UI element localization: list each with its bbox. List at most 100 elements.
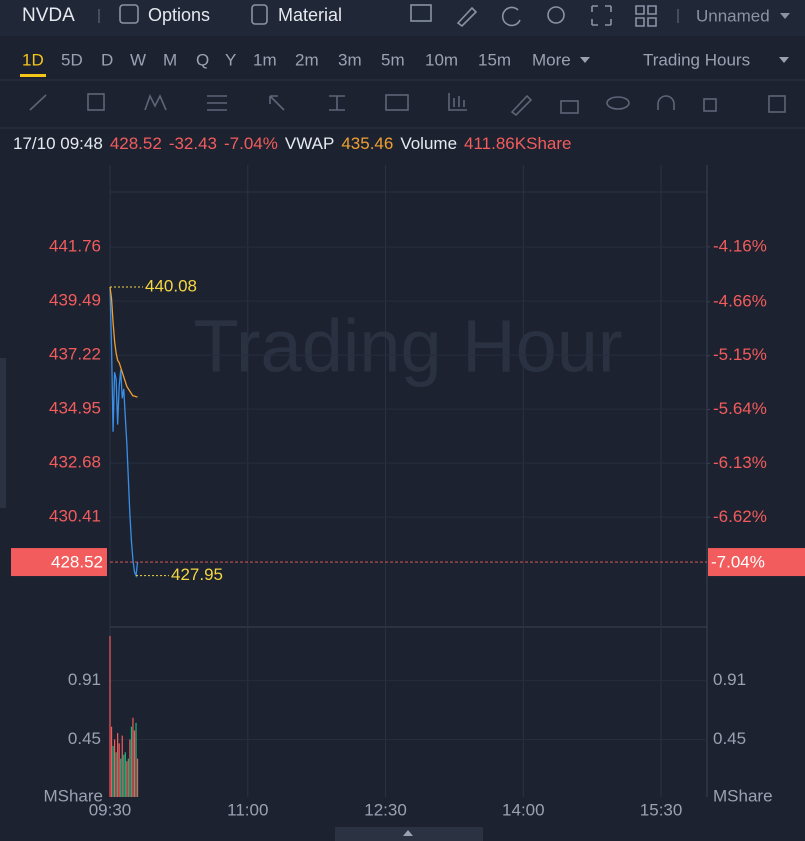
interval-button[interactable]: 15m (478, 50, 511, 69)
y-tick-label: 437.22 (49, 345, 101, 364)
quote-line: 17/10 09:48 428.52 -32.43 -7.04% VWAP 435.46 V… (13, 134, 571, 153)
rect-tool[interactable] (87, 93, 105, 111)
interval-button[interactable]: 2m (295, 50, 319, 69)
interval-button[interactable]: More (532, 50, 571, 69)
arrow-tool[interactable] (269, 95, 285, 111)
y2-tick-label: -6.13% (713, 453, 767, 472)
lock-tool[interactable] (560, 100, 579, 114)
text-tool[interactable] (329, 95, 345, 111)
volume-bar (110, 726, 113, 797)
session-select[interactable]: Trading Hours (643, 50, 750, 69)
watermark: Trading Hour (193, 305, 622, 388)
line-tool[interactable] (29, 94, 47, 111)
layout-name[interactable]: Unnamed (696, 6, 770, 25)
layout-icon[interactable] (635, 5, 657, 27)
material-button[interactable]: Material (278, 5, 342, 25)
interval-button[interactable]: Y (225, 50, 236, 69)
measure-tool[interactable] (448, 93, 467, 111)
active-underline (20, 74, 46, 77)
y2-tick-label: -4.16% (713, 236, 767, 255)
fib-tool[interactable] (207, 95, 227, 111)
fullscreen-icon[interactable] (591, 5, 612, 26)
vwap-label: VWAP (285, 134, 334, 153)
quote-time: 17/10 09:48 (13, 134, 103, 153)
volume-bar (113, 739, 116, 797)
volume-bar (133, 730, 136, 797)
volume-bar (123, 754, 125, 797)
interval-bar: 1D 5D D W M Q Y 1m 2m 3m 5m 10m 15m More (20, 50, 590, 77)
y2-tick-label: -4.66% (713, 291, 767, 310)
y2-tick-label: -5.15% (713, 345, 767, 364)
interval-button[interactable]: Q (196, 50, 209, 69)
interval-button[interactable]: W (130, 50, 146, 69)
label-tool[interactable] (385, 94, 409, 111)
low-label: 427.95 (171, 565, 223, 584)
y-tick-label: 441.76 (49, 237, 101, 256)
x-tick-label: 11:00 (227, 800, 268, 819)
volume-tick-label: 0.91 (68, 670, 101, 689)
volume-bar (109, 635, 111, 797)
y2-tick-label: -6.62% (713, 507, 767, 526)
quote-price: 428.52 (110, 134, 162, 153)
hide-tool[interactable] (606, 96, 630, 110)
y-tick-label: 439.49 (49, 291, 101, 310)
interval-button[interactable]: 5D (61, 50, 83, 69)
indicator-icon[interactable] (410, 4, 432, 22)
interval-button[interactable]: 1D (22, 50, 44, 69)
volume-tick-label: 0.45 (68, 729, 101, 748)
x-tick-label: 12:30 (364, 800, 407, 819)
volume-bar (132, 717, 134, 797)
material-icon[interactable] (251, 4, 268, 25)
price-tag (11, 548, 107, 577)
interval-button[interactable]: M (163, 50, 177, 69)
volume-bar (136, 758, 139, 797)
caret (779, 57, 789, 63)
volume-bar (120, 758, 122, 797)
volume-tick-label: 0.45 (713, 729, 746, 748)
volume-bar (127, 758, 129, 797)
volume-bar (124, 752, 126, 797)
options-icon[interactable] (119, 4, 139, 24)
options-button[interactable]: Options (148, 5, 210, 25)
high-label: 440.08 (145, 277, 197, 296)
volume-bar (115, 752, 117, 797)
scroll-arrow (403, 830, 413, 836)
top-bar (0, 0, 805, 36)
series-line (109, 286, 138, 398)
y-tick-label: 434.95 (49, 399, 101, 418)
magnet-tool[interactable] (657, 95, 675, 110)
settings-icon[interactable] (547, 6, 565, 24)
interval-button[interactable]: 5m (381, 50, 405, 69)
symbol[interactable]: NVDA (22, 5, 75, 26)
quote-change-pct: -7.04% (224, 134, 278, 153)
volume-bar (130, 726, 133, 797)
x-tick-label: 09:30 (89, 800, 132, 819)
interval-button[interactable]: 3m (338, 50, 362, 69)
delete-tool[interactable] (768, 95, 786, 113)
volume-bar (129, 739, 131, 797)
refresh-icon[interactable] (501, 6, 521, 27)
brush-tool[interactable] (510, 94, 533, 117)
interval-button[interactable]: D (101, 50, 113, 69)
side-handle[interactable] (0, 358, 6, 508)
interval-button[interactable]: 1m (253, 50, 277, 69)
x-tick-label: 14:00 (502, 800, 545, 819)
series-line (109, 287, 139, 579)
drawing-toolbar (29, 93, 786, 117)
price-tag-label: 428.52 (51, 553, 103, 572)
pct-tag-label: -7.04% (711, 553, 765, 572)
draw-icon[interactable] (456, 6, 478, 28)
quote-change: -32.43 (169, 134, 217, 153)
y-tick-label: 430.41 (49, 507, 101, 526)
y2-tick-label: -5.64% (713, 399, 767, 418)
volume-tick-label: 0.91 (713, 670, 746, 689)
pattern-tool[interactable] (144, 93, 167, 111)
volume-bar (117, 733, 119, 797)
group-tool[interactable] (703, 98, 717, 112)
volume-bar (112, 745, 114, 797)
interval-button[interactable]: 10m (425, 50, 458, 69)
volume-bar (135, 722, 137, 797)
